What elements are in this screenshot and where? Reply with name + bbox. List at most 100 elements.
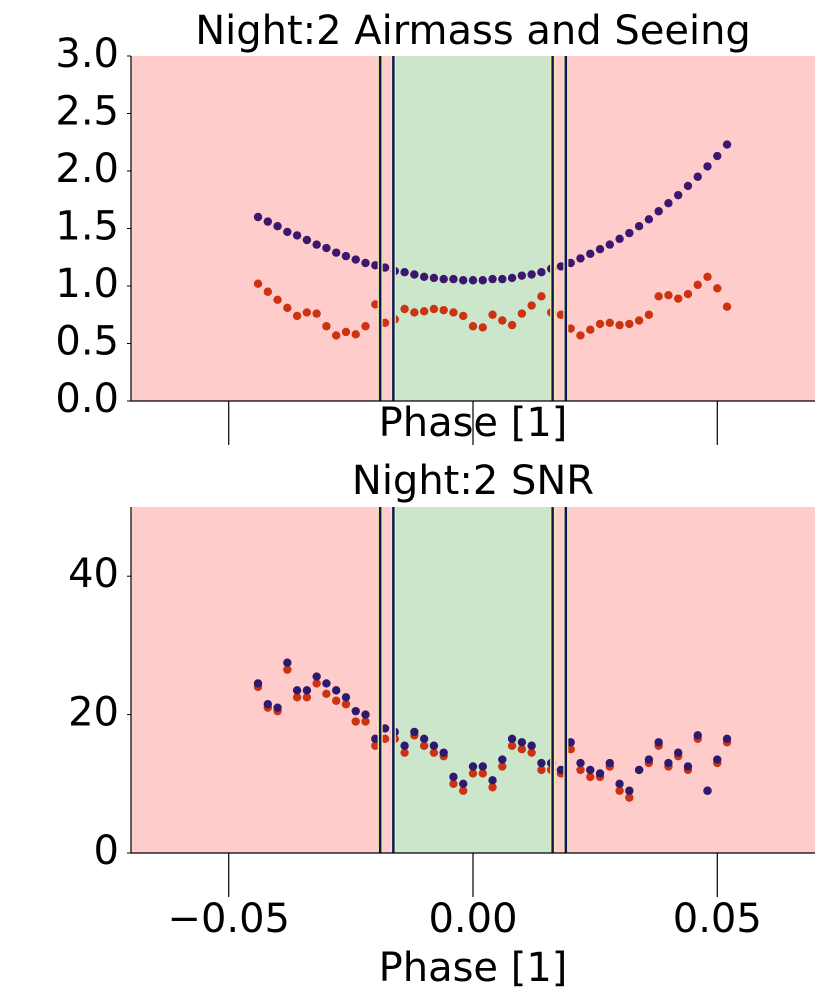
- data-point: [644, 310, 654, 319]
- data-point: [371, 734, 380, 744]
- y-tick-label: 3.0: [55, 31, 119, 77]
- chart-title: Night:2 SNR: [352, 458, 594, 504]
- data-point: [674, 748, 683, 757]
- y-tick-label: 0.5: [55, 319, 119, 365]
- data-point: [605, 758, 614, 768]
- data-point: [683, 289, 693, 299]
- data-point: [722, 140, 732, 149]
- data-point: [586, 765, 595, 775]
- data-point: [400, 748, 409, 757]
- data-point: [380, 724, 390, 733]
- data-point: [625, 786, 634, 795]
- data-point: [419, 741, 429, 750]
- data-point: [586, 772, 595, 782]
- data-point: [468, 276, 478, 285]
- y-tick-label: 2.5: [55, 89, 119, 135]
- data-point: [498, 274, 507, 284]
- data-point: [302, 693, 312, 702]
- data-point: [322, 322, 331, 331]
- data-point: [595, 319, 605, 329]
- phase-band: [393, 507, 553, 853]
- data-point: [625, 228, 634, 238]
- data-point: [488, 776, 497, 785]
- data-point: [537, 292, 546, 301]
- data-point: [517, 738, 527, 747]
- y-tick-label: 2.0: [55, 146, 119, 192]
- data-point: [332, 696, 341, 705]
- data-point: [292, 693, 302, 702]
- data-point: [332, 686, 341, 695]
- data-point: [586, 325, 595, 334]
- data-point: [674, 294, 683, 303]
- data-point: [527, 270, 536, 279]
- x-tick-label: −0.05: [167, 896, 290, 942]
- data-point: [263, 700, 272, 709]
- data-point: [566, 258, 575, 268]
- data-point: [322, 689, 331, 699]
- data-point: [459, 311, 468, 321]
- data-point: [351, 330, 360, 339]
- data-point: [273, 295, 282, 304]
- data-point: [351, 717, 360, 726]
- data-point: [576, 254, 585, 263]
- data-point: [566, 745, 575, 754]
- data-point: [537, 765, 546, 775]
- y-tick-label: 0: [94, 828, 119, 874]
- data-point: [507, 734, 517, 744]
- data-point: [556, 262, 566, 271]
- data-point: [605, 318, 614, 327]
- data-point: [634, 316, 644, 325]
- data-point: [527, 748, 536, 757]
- data-point: [400, 304, 409, 314]
- data-point: [380, 734, 390, 744]
- data-point: [283, 665, 292, 674]
- data-point: [722, 302, 732, 311]
- data-point: [713, 284, 722, 293]
- data-point: [556, 765, 566, 775]
- data-point: [371, 300, 380, 309]
- data-point: [615, 786, 624, 795]
- data-point: [683, 181, 693, 191]
- data-point: [625, 793, 634, 802]
- data-point: [351, 255, 360, 264]
- data-point: [361, 258, 370, 268]
- data-point: [449, 772, 458, 782]
- data-point: [488, 783, 497, 792]
- data-point: [664, 291, 673, 300]
- data-point: [410, 727, 419, 737]
- data-point: [615, 779, 624, 788]
- x-tick-label: 0.05: [673, 896, 762, 942]
- data-point: [527, 301, 536, 310]
- data-point: [400, 741, 409, 750]
- data-point: [292, 231, 302, 240]
- data-point: [674, 190, 683, 200]
- data-point: [380, 263, 390, 272]
- data-point: [615, 234, 624, 244]
- data-point: [341, 327, 351, 337]
- data-point: [439, 305, 448, 315]
- data-point: [664, 758, 673, 768]
- data-point: [429, 304, 439, 314]
- data-point: [478, 323, 487, 332]
- data-point: [410, 270, 419, 279]
- data-point: [410, 308, 419, 317]
- data-point: [371, 741, 380, 750]
- data-point: [459, 779, 468, 788]
- data-point: [537, 758, 546, 768]
- data-point: [478, 769, 487, 778]
- data-point: [625, 319, 634, 329]
- data-point: [517, 745, 527, 754]
- data-point: [576, 331, 585, 340]
- data-point: [634, 765, 644, 775]
- data-point: [332, 331, 341, 340]
- y-tick-label: 20: [68, 690, 119, 736]
- data-point: [654, 292, 663, 301]
- data-point: [703, 162, 712, 171]
- data-point: [439, 274, 448, 284]
- data-point: [713, 755, 722, 764]
- data-point: [312, 240, 321, 249]
- data-point: [322, 679, 331, 688]
- data-point: [449, 779, 458, 788]
- data-point: [361, 322, 370, 331]
- data-point: [429, 273, 439, 283]
